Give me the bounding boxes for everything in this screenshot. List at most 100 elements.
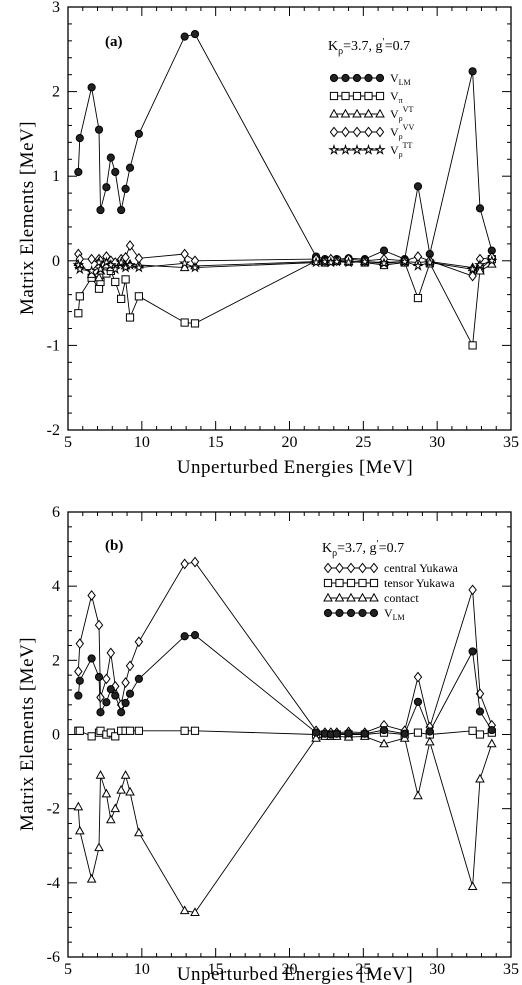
data-point xyxy=(412,259,424,271)
data-point xyxy=(74,263,86,275)
data-point xyxy=(86,873,97,883)
legend-label: VLM xyxy=(384,606,405,622)
legend-marker xyxy=(323,608,333,618)
legend-entry: VρVV xyxy=(329,123,414,141)
data-point xyxy=(400,729,409,738)
legend-marker xyxy=(346,592,356,602)
data-point xyxy=(311,732,321,742)
data-point xyxy=(423,256,436,268)
data-point xyxy=(134,129,143,138)
data-point xyxy=(115,256,127,268)
data-point xyxy=(74,691,83,700)
data-point xyxy=(133,261,145,273)
legend-marker xyxy=(352,126,362,138)
data-point xyxy=(413,671,423,683)
legend-marker xyxy=(369,592,379,602)
data-point xyxy=(106,685,115,694)
data-point xyxy=(475,730,485,739)
data-point xyxy=(424,736,435,746)
x-tick-label: 35 xyxy=(503,961,519,978)
x-tick-label: 10 xyxy=(134,434,150,451)
legend-marker xyxy=(323,562,333,574)
legend-marker xyxy=(334,592,345,602)
data-point xyxy=(102,698,111,707)
panel-b-series xyxy=(73,556,497,916)
data-point xyxy=(125,163,135,172)
panel-b-x-axis-label: Unperturbed Energies [MeV] xyxy=(177,964,413,985)
data-point xyxy=(121,698,130,708)
y-tick-label: 0 xyxy=(52,253,60,270)
data-point xyxy=(111,691,120,700)
data-point xyxy=(74,666,83,677)
data-point xyxy=(101,788,112,798)
legend-marker xyxy=(358,562,367,574)
legend-label: central Yukawa xyxy=(384,561,459,575)
panel-a-frame xyxy=(67,6,512,431)
data-point xyxy=(360,729,369,738)
legend-marker xyxy=(358,578,367,588)
data-point xyxy=(125,689,135,698)
data-point xyxy=(94,842,104,852)
y-tick-label: 2 xyxy=(52,84,60,101)
data-point xyxy=(121,275,130,284)
legend-label: VρTT xyxy=(390,141,413,159)
data-point xyxy=(85,264,98,276)
data-point xyxy=(72,258,85,270)
data-point xyxy=(73,801,84,811)
data-point xyxy=(468,726,477,735)
y-tick-label: 1 xyxy=(52,168,60,185)
data-point xyxy=(342,256,355,268)
data-point xyxy=(190,319,200,328)
data-point xyxy=(96,708,105,717)
panel-a: 5 10 15 20 25 30 35 -2 -1 0 1 2 3 (a) Kρ=3.7, g′=0.7… xyxy=(17,0,519,478)
legend-marker xyxy=(352,91,362,101)
data-point xyxy=(74,825,85,835)
data-point xyxy=(94,284,104,293)
data-point xyxy=(125,240,135,251)
legend-marker xyxy=(329,126,339,138)
data-point xyxy=(111,277,120,287)
panel-b: 5 10 15 20 25 30 35 -6 -4 -2 0 2 4 6 (b) Kρ=3.7, g′=0… xyxy=(17,504,519,985)
y-tick-label: -1 xyxy=(47,337,60,354)
data-point xyxy=(486,738,497,748)
data-point xyxy=(330,255,343,267)
data-point xyxy=(125,313,135,322)
legend-entry: central Yukawa xyxy=(323,561,459,575)
data-point xyxy=(189,261,201,273)
panel-b-annotation: Kρ=3.7, g′=0.7 xyxy=(322,539,404,559)
legend-marker xyxy=(335,608,344,618)
legend-marker xyxy=(374,143,386,155)
legend-label: Vπ xyxy=(390,89,403,105)
panel-b-y-axis-label: Matrix Elements [MeV] xyxy=(17,637,38,831)
data-point xyxy=(190,631,200,640)
data-point xyxy=(475,204,485,213)
data-point xyxy=(311,728,321,737)
legend-entry: Vπ xyxy=(329,89,403,105)
legend-marker xyxy=(346,608,356,618)
legend-marker xyxy=(340,108,351,118)
data-point xyxy=(474,258,486,270)
legend-marker xyxy=(352,108,362,118)
data-point xyxy=(87,253,96,265)
legend-entry: VLM xyxy=(323,606,405,622)
legend-marker xyxy=(363,108,374,118)
series-filled-circle xyxy=(74,29,496,265)
legend-marker xyxy=(375,108,385,118)
data-point xyxy=(425,727,434,736)
legend-entry: VLM xyxy=(329,71,411,87)
data-point xyxy=(467,881,478,891)
legend-marker xyxy=(335,578,344,588)
data-point xyxy=(344,729,353,738)
x-tick-label: 20 xyxy=(282,434,298,451)
legend-marker xyxy=(341,73,350,83)
data-point xyxy=(94,619,104,631)
data-point xyxy=(468,647,477,656)
data-point xyxy=(180,726,189,735)
data-point xyxy=(111,732,120,741)
data-point xyxy=(87,732,96,741)
data-point xyxy=(468,584,477,596)
data-point xyxy=(111,167,120,177)
data-point xyxy=(378,257,390,269)
data-point xyxy=(190,726,200,735)
